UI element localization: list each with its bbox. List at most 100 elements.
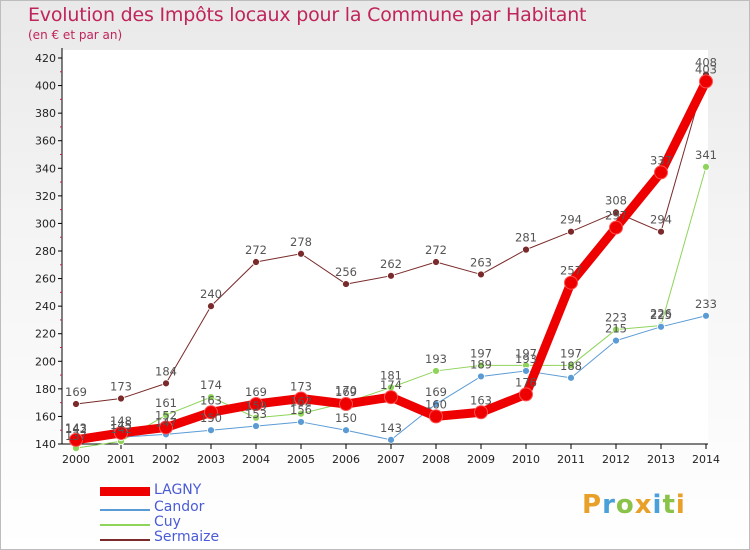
data-label-candor-2012: 215 — [605, 322, 627, 336]
data-label-candor-2004: 153 — [245, 407, 267, 421]
data-label-lagny-2009: 163 — [470, 393, 492, 407]
point-sermaize-2002 — [163, 380, 170, 387]
legend-label-candor: Candor — [154, 499, 204, 515]
data-label-sermaize-2005: 278 — [290, 235, 312, 249]
point-lagny-2010 — [520, 388, 533, 401]
data-label-sermaize-2010: 281 — [515, 231, 537, 245]
point-sermaize-2004 — [253, 259, 260, 266]
data-label-lagny-2001: 148 — [110, 414, 132, 428]
data-label-candor-2014: 233 — [695, 297, 717, 311]
logo-letter-i2: i — [676, 490, 686, 520]
y-tick-label-240: 240 — [35, 300, 56, 313]
data-label-sermaize-2011: 294 — [560, 213, 582, 227]
point-lagny-2014 — [700, 75, 713, 88]
y-tick-label-320: 320 — [35, 190, 56, 203]
data-label-candor-2009: 189 — [470, 357, 492, 371]
point-sermaize-2007 — [388, 272, 395, 279]
y-tick-label-400: 400 — [35, 80, 56, 93]
point-candor-2003 — [208, 427, 215, 434]
legend-swatch-candor — [100, 509, 150, 511]
y-tick-label-220: 220 — [35, 328, 56, 341]
point-lagny-2013 — [655, 166, 668, 179]
point-sermaize-2003 — [208, 303, 215, 310]
x-tick-label-2012: 2012 — [602, 453, 630, 466]
point-candor-2007 — [388, 436, 395, 443]
legend-label-sermaize: Sermaize — [154, 529, 219, 545]
logo-letter-t: t — [662, 490, 675, 520]
logo-letter-p: P — [582, 490, 602, 520]
data-label-sermaize-2012: 308 — [605, 193, 627, 207]
point-sermaize-2000 — [73, 401, 80, 408]
data-label-lagny-2008: 160 — [425, 397, 447, 411]
point-lagny-2007 — [385, 391, 398, 404]
data-label-lagny-2007: 174 — [380, 378, 402, 392]
point-sermaize-2006 — [343, 281, 350, 288]
point-candor-2011 — [568, 374, 575, 381]
data-label-candor-2013: 225 — [650, 308, 672, 322]
x-tick-label-2011: 2011 — [557, 453, 585, 466]
x-tick-label-2014: 2014 — [692, 453, 720, 466]
data-label-candor-2005: 156 — [290, 403, 312, 417]
point-cuy-2008 — [433, 367, 440, 374]
x-tick-label-2004: 2004 — [242, 453, 270, 466]
y-tick-label-140: 140 — [35, 438, 56, 451]
point-candor-2010 — [523, 367, 530, 374]
data-label-lagny-2005: 173 — [290, 380, 312, 394]
data-label-candor-2007: 143 — [380, 421, 402, 435]
data-label-sermaize-2004: 272 — [245, 243, 267, 257]
x-tick-label-2008: 2008 — [422, 453, 450, 466]
data-label-sermaize-2000: 169 — [65, 385, 87, 399]
y-tick-label-160: 160 — [35, 410, 56, 423]
y-tick-label-260: 260 — [35, 273, 56, 286]
data-label-lagny-2006: 169 — [335, 385, 357, 399]
data-label-cuy-2008: 193 — [425, 352, 447, 366]
data-label-cuy-2003: 174 — [200, 378, 222, 392]
x-tick-label-2013: 2013 — [647, 453, 675, 466]
data-label-lagny-2013: 337 — [650, 153, 672, 167]
x-tick-label-2003: 2003 — [197, 453, 225, 466]
x-tick-label-2001: 2001 — [107, 453, 135, 466]
data-label-sermaize-2008: 272 — [425, 243, 447, 257]
data-label-sermaize-2002: 184 — [155, 364, 177, 378]
x-tick-label-2009: 2009 — [467, 453, 495, 466]
y-tick-label-180: 180 — [35, 383, 56, 396]
point-candor-2014 — [703, 312, 710, 319]
point-sermaize-2005 — [298, 250, 305, 257]
point-sermaize-2013 — [658, 228, 665, 235]
data-label-lagny-2010: 176 — [515, 375, 537, 389]
point-lagny-2011 — [565, 276, 578, 289]
legend-swatch-sermaize — [100, 539, 150, 541]
point-lagny-2009 — [475, 406, 488, 419]
data-label-lagny-2011: 257 — [560, 264, 582, 278]
data-label-cuy-2014: 341 — [695, 148, 717, 162]
x-tick-label-2005: 2005 — [287, 453, 315, 466]
point-lagny-2006 — [340, 398, 353, 411]
x-tick-label-2010: 2010 — [512, 453, 540, 466]
data-label-sermaize-2009: 263 — [470, 255, 492, 269]
logo-letter-i: i — [653, 490, 663, 520]
point-sermaize-2010 — [523, 246, 530, 253]
legend-label-cuy: Cuy — [154, 514, 181, 530]
data-label-lagny-2000: 143 — [65, 421, 87, 435]
x-tick-label-2006: 2006 — [332, 453, 360, 466]
y-tick-label-380: 380 — [35, 107, 56, 120]
data-label-lagny-2003: 163 — [200, 393, 222, 407]
point-sermaize-2009 — [478, 271, 485, 278]
point-cuy-2014 — [703, 163, 710, 170]
point-sermaize-2001 — [118, 395, 125, 402]
data-label-sermaize-2001: 173 — [110, 380, 132, 394]
point-lagny-2008 — [430, 410, 443, 423]
data-label-lagny-2014: 403 — [695, 62, 717, 76]
data-label-sermaize-2013: 294 — [650, 213, 672, 227]
data-label-lagny-2004: 169 — [245, 385, 267, 399]
y-tick-label-420: 420 — [35, 52, 56, 65]
legend-swatch-lagny — [100, 487, 150, 496]
y-tick-label-340: 340 — [35, 162, 56, 175]
data-label-sermaize-2003: 240 — [200, 287, 222, 301]
y-tick-label-200: 200 — [35, 355, 56, 368]
data-label-candor-2003: 150 — [200, 411, 222, 425]
legend-swatch-cuy — [100, 524, 150, 526]
legend-label-lagny: LAGNY — [154, 482, 201, 498]
point-sermaize-2011 — [568, 228, 575, 235]
y-tick-label-360: 360 — [35, 135, 56, 148]
